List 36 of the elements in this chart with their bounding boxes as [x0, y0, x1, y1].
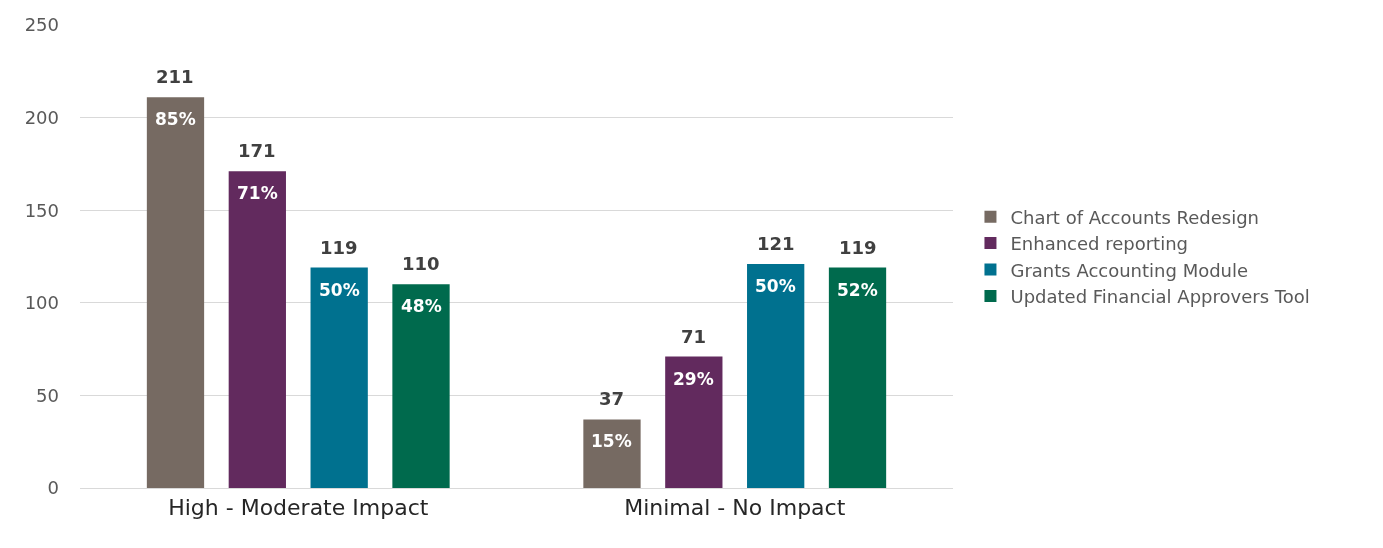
- y-tick-label: 100: [24, 292, 59, 314]
- data-label: 110: [402, 253, 440, 274]
- annotation: 29%: [673, 369, 714, 389]
- x-tick-label: High - Moderate Impact: [168, 495, 429, 521]
- annotation: 15%: [591, 431, 632, 451]
- bar: [665, 356, 723, 488]
- y-tick-label: 50: [36, 384, 59, 406]
- bar: [583, 419, 641, 488]
- annotation: 48%: [401, 296, 442, 316]
- annotation: 85%: [155, 109, 196, 129]
- y-tick-label: 0: [47, 477, 59, 499]
- y-tick-label: 200: [24, 106, 59, 128]
- y-tick-label: 150: [24, 199, 59, 221]
- annotation: 71%: [237, 183, 278, 203]
- bar: [747, 263, 805, 488]
- y-tick-label: 250: [24, 14, 59, 36]
- legend-label: Enhanced reporting: [1010, 233, 1189, 255]
- x-tick-label: Minimal - No Impact: [624, 495, 846, 521]
- data-label: 211: [156, 66, 194, 87]
- data-label: 119: [839, 237, 877, 258]
- bar: [310, 267, 368, 488]
- legend-label: Chart of Accounts Redesign: [1010, 206, 1259, 228]
- data-label: 171: [238, 140, 276, 161]
- legend-label: Grants Accounting Module: [1010, 259, 1249, 281]
- legend-label: Updated Financial Approvers Tool: [1010, 285, 1310, 307]
- bar: [146, 97, 205, 488]
- bar: [228, 171, 286, 488]
- data-label: 37: [599, 388, 625, 409]
- bar: [828, 267, 887, 488]
- annotation: 50%: [319, 280, 360, 300]
- data-label: 121: [757, 233, 795, 254]
- bar: [392, 284, 450, 488]
- data-label: 119: [320, 237, 358, 258]
- annotation: 52%: [837, 280, 878, 300]
- data-label: 71: [681, 326, 707, 347]
- annotation: 50%: [755, 276, 796, 296]
